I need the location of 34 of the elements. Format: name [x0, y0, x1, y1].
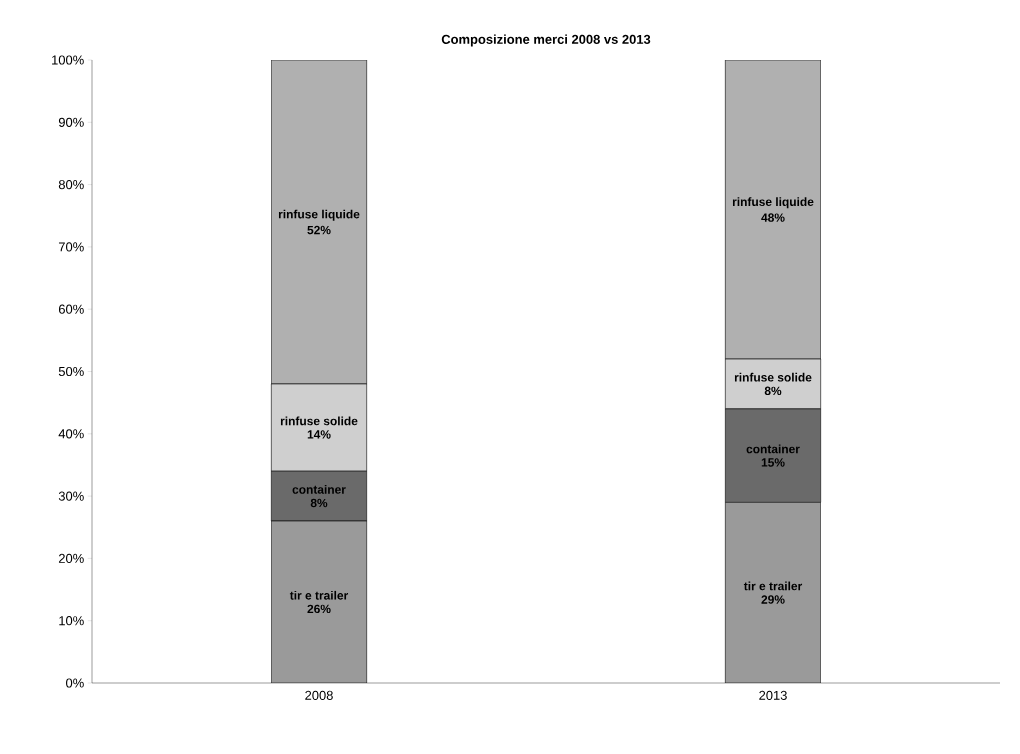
data-label: 26%: [307, 604, 331, 614]
data-label: 8%: [310, 498, 328, 508]
y-tick-label: 10%: [59, 616, 84, 626]
y-tick-label: 20%: [58, 553, 84, 563]
y-tick-label: 90%: [58, 117, 84, 127]
text: tir e trailer: [289, 590, 349, 600]
series-label: container: [292, 484, 346, 494]
x-tick-label: 2008: [305, 690, 333, 700]
data-label: 52%: [307, 225, 331, 235]
data-label: 15%: [761, 458, 785, 467]
data-label: 14%: [307, 430, 331, 439]
text: container: [746, 444, 800, 454]
y-tick-label: 0%: [66, 678, 84, 688]
chart-title: Composizione merci 2008 vs 2013: [441, 34, 651, 47]
bar: [271, 59, 367, 385]
y-tick-label: 80%: [58, 180, 84, 190]
series-label: rinfuse liquide: [732, 197, 814, 209]
bar: [271, 521, 367, 683]
text: rinfuse liquide: [278, 209, 360, 221]
y-tick-label: 30%: [58, 491, 84, 501]
series-label: tir e trailer: [743, 581, 803, 591]
y-tick-label: 60%: [58, 304, 84, 314]
text: rinfuse solide: [734, 372, 812, 382]
y-tick-label: 70%: [58, 242, 84, 252]
data-label: 8%: [764, 386, 782, 396]
bar: [725, 59, 821, 360]
bar: [725, 502, 821, 683]
y-tick-label: 40%: [58, 429, 84, 439]
series-label: rinfuse solide: [280, 416, 358, 426]
y-tick-label: 50%: [58, 366, 84, 377]
y-tick-label: 100%: [52, 55, 84, 65]
x-tick-label: 2013: [759, 690, 787, 700]
data-label: 48%: [761, 213, 785, 222]
data-label: 29%: [761, 595, 785, 604]
